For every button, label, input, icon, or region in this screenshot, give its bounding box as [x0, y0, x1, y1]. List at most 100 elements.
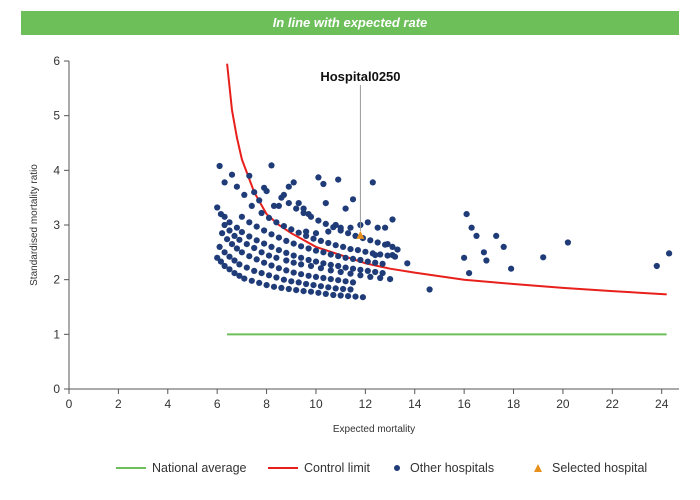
- hospital-point: [337, 227, 344, 234]
- legend-label: National average: [152, 461, 247, 475]
- hospital-point: [493, 232, 500, 239]
- hospital-point: [357, 272, 364, 279]
- hospital-point: [382, 224, 389, 231]
- hospital-point: [238, 249, 245, 256]
- hospital-point: [216, 162, 223, 170]
- hospital-point: [280, 276, 287, 283]
- hospital-point: [300, 205, 307, 212]
- hospital-point: [300, 209, 307, 217]
- x-axis-title: Expected mortality: [333, 424, 415, 435]
- hospital-point: [253, 223, 260, 230]
- hospital-point: [374, 224, 381, 231]
- legend-line-red: [268, 467, 298, 469]
- hospital-point: [335, 277, 342, 284]
- hospital-point: [298, 243, 305, 250]
- hospital-point: [335, 176, 342, 183]
- hospital-point: [226, 219, 233, 226]
- hospital-point: [317, 283, 324, 290]
- hospital-point: [243, 241, 250, 248]
- hospital-point: [468, 224, 475, 231]
- legend-label: Other hospitals: [410, 461, 495, 475]
- hospital-point: [315, 174, 322, 181]
- hospital-point: [288, 278, 295, 285]
- hospital-point: [283, 267, 290, 274]
- hospital-point: [312, 273, 320, 280]
- hospital-point: [347, 224, 354, 231]
- hospital-point: [265, 272, 273, 279]
- hospital-point: [374, 239, 381, 246]
- x-tick-label: 10: [309, 397, 323, 411]
- hospital-point: [290, 269, 297, 276]
- hospital-point: [352, 232, 359, 239]
- x-tick-label: 0: [66, 397, 73, 411]
- hospital-point: [307, 288, 315, 295]
- legend-triangle-icon: [534, 464, 542, 472]
- hospital-point: [347, 246, 354, 253]
- hospital-point: [275, 202, 282, 209]
- hospital-point: [263, 282, 270, 289]
- y-tick-label: 4: [53, 163, 60, 177]
- hospital-point: [332, 285, 339, 292]
- hospital-point: [312, 247, 320, 254]
- hospital-point: [327, 251, 334, 258]
- chart-legend: National average Control limit Other hos…: [0, 457, 700, 479]
- hospital-point: [295, 229, 302, 236]
- hospital-point: [342, 264, 349, 271]
- hospital-point: [265, 214, 273, 221]
- hospital-point: [364, 267, 371, 274]
- hospital-point: [325, 284, 332, 291]
- hospital-point: [310, 282, 317, 289]
- hospital-point: [426, 286, 433, 293]
- hospital-point: [332, 242, 339, 249]
- hospital-point: [285, 200, 292, 207]
- hospital-point: [268, 231, 275, 238]
- x-tick-label: 12: [359, 397, 373, 411]
- x-tick-label: 22: [606, 397, 620, 411]
- control-limit-curve: [226, 63, 667, 296]
- hospital-point: [369, 179, 376, 186]
- hospital-point: [285, 285, 292, 293]
- x-tick-label: 14: [408, 397, 422, 411]
- hospital-point: [364, 219, 371, 226]
- hospital-point: [653, 262, 660, 270]
- hospital-point: [345, 293, 352, 300]
- y-tick-label: 2: [53, 273, 60, 287]
- hospital-point: [345, 230, 352, 237]
- hospital-point: [340, 285, 347, 293]
- hospital-point: [473, 232, 480, 239]
- hospital-point: [377, 251, 384, 258]
- hospital-point: [317, 237, 324, 244]
- hospital-point: [298, 254, 305, 261]
- hospital-point: [312, 230, 320, 237]
- hospital-point: [241, 275, 248, 282]
- hospital-point: [236, 261, 243, 268]
- hospital-point: [317, 265, 324, 272]
- hospital-point: [325, 239, 332, 247]
- hospital-point: [236, 272, 243, 279]
- hospital-point: [320, 180, 327, 188]
- hospital-point: [387, 276, 394, 283]
- hospital-point: [221, 213, 228, 220]
- hospital-point: [256, 279, 263, 286]
- hospital-point: [251, 267, 258, 274]
- hospital-point: [216, 243, 223, 250]
- hospital-point: [303, 228, 310, 235]
- hospital-point: [275, 265, 282, 272]
- hospital-point: [233, 183, 240, 190]
- hospital-point: [312, 258, 320, 265]
- hospital-point: [300, 288, 307, 295]
- hospital-point: [357, 256, 364, 264]
- hospital-point: [340, 243, 347, 250]
- hospital-point: [330, 291, 337, 299]
- hospital-point: [293, 287, 300, 294]
- hospital-point: [280, 223, 287, 230]
- hospital-point: [342, 254, 349, 261]
- hospital-point: [231, 232, 238, 239]
- hospital-point: [394, 246, 401, 253]
- hospital-point: [335, 262, 342, 270]
- hospital-point: [293, 205, 300, 212]
- hospital-point: [327, 276, 334, 283]
- hospital-point: [342, 205, 349, 212]
- hospital-point: [226, 266, 233, 273]
